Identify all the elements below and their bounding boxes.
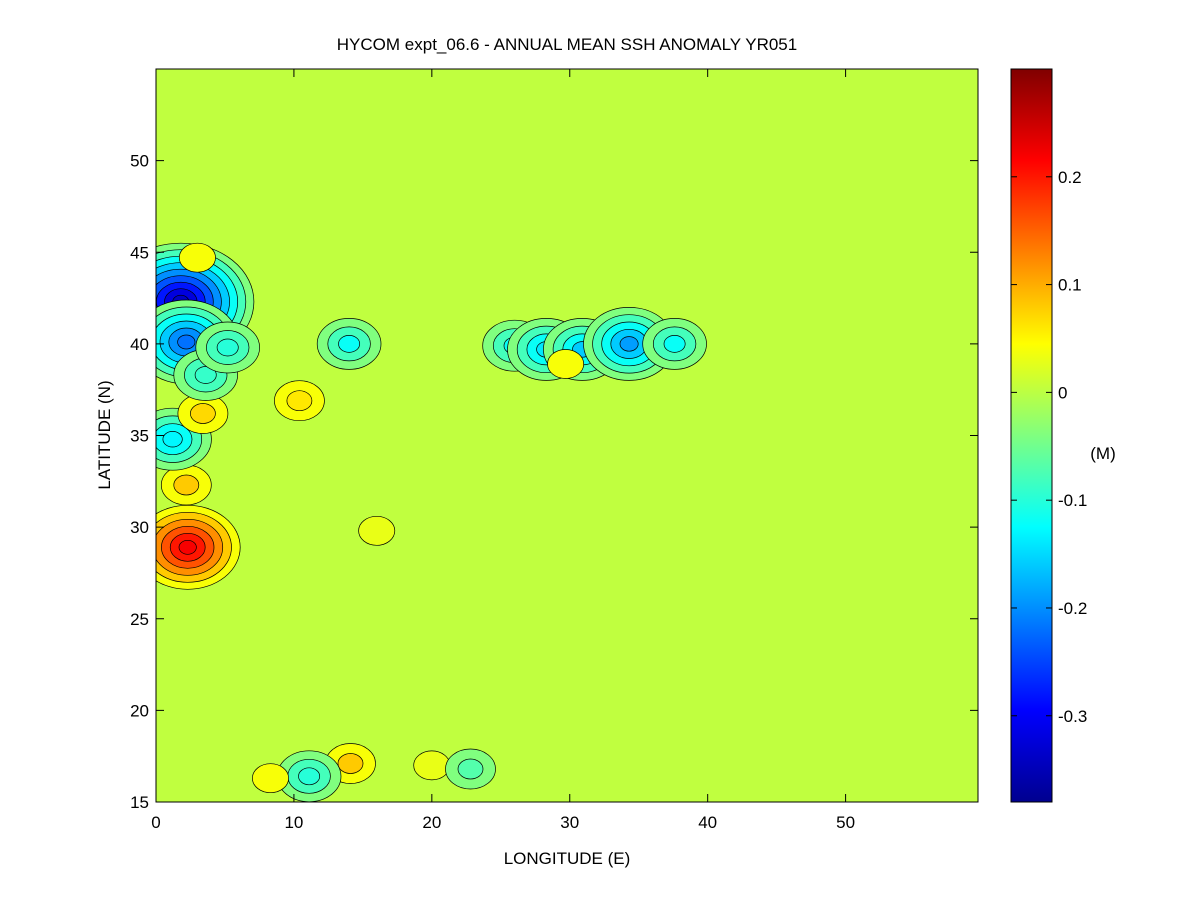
colorbar-tick-label: -0.3 (1058, 707, 1087, 726)
contour-feature (276, 750, 342, 802)
y-tick-label: 45 (130, 243, 149, 262)
colorbar-tick-label: 0 (1058, 383, 1067, 402)
contour-feature (178, 242, 216, 273)
x-tick-label: 30 (560, 813, 579, 832)
x-tick-label: 20 (422, 813, 441, 832)
colorbar (1010, 68, 1053, 803)
y-axis-label: LATITUDE (N) (95, 380, 114, 489)
contour-feature (642, 318, 707, 370)
contour-feature (177, 393, 229, 434)
y-tick-label: 20 (130, 701, 149, 720)
y-tick-label: 30 (130, 518, 149, 537)
colorbar-label: (M) (1090, 444, 1115, 463)
contour-feature (316, 318, 382, 370)
colorbar-tick-label: 0.1 (1058, 276, 1082, 295)
x-axis-label: LONGITUDE (E) (504, 849, 631, 868)
y-tick-label: 40 (130, 335, 149, 354)
contour-feature (445, 748, 496, 790)
contour-feature (160, 464, 212, 506)
contour-features (156, 242, 707, 802)
y-tick-label: 25 (130, 610, 149, 629)
x-tick-label: 0 (151, 813, 160, 832)
contour-feature (274, 380, 325, 422)
y-axis: 15 20 25 30 35 40 45 50 (130, 152, 978, 812)
contour-feature (358, 515, 396, 546)
contour-feature (252, 763, 289, 794)
chart-title: HYCOM expt_06.6 - ANNUAL MEAN SSH ANOMAL… (337, 35, 797, 54)
contour-feature (156, 407, 212, 471)
x-tick-label: 50 (836, 813, 855, 832)
y-tick-label: 15 (130, 793, 149, 812)
contour-feature (156, 504, 241, 590)
colorbar-axis: 0.2 0.1 0 -0.1 -0.2 -0.3 (1011, 168, 1087, 726)
contour-feature (195, 321, 260, 374)
x-tick-label: 40 (698, 813, 717, 832)
y-tick-label: 35 (130, 427, 149, 446)
x-axis: 0 10 20 30 40 50 (151, 69, 855, 832)
y-tick-label: 50 (130, 152, 149, 171)
colorbar-tick-label: -0.2 (1058, 599, 1087, 618)
contour-feature (413, 750, 451, 781)
colorbar-tick-label: -0.1 (1058, 491, 1087, 510)
colorbar-tick-label: 0.2 (1058, 168, 1082, 187)
x-tick-label: 10 (284, 813, 303, 832)
plot-background (156, 69, 978, 802)
contour-feature (547, 349, 585, 379)
